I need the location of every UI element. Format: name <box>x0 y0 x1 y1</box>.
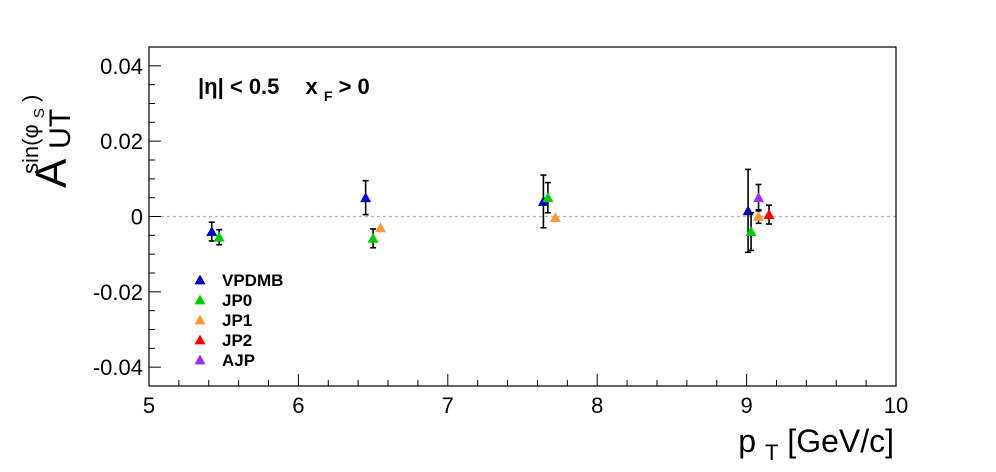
data-point-marker <box>763 209 775 220</box>
legend-marker <box>194 354 206 365</box>
data-points <box>206 168 775 254</box>
series-jp2 <box>763 204 775 225</box>
y-tick-label: -0.02 <box>93 280 143 305</box>
data-point-marker <box>375 222 387 233</box>
svg-text:A UT: A UT <box>27 109 77 188</box>
y-tick-label: 0 <box>131 205 143 230</box>
data-point-marker <box>745 226 757 236</box>
legend-label: VPDMB <box>222 271 283 290</box>
x-tick-label: 10 <box>884 393 908 418</box>
legend-label: JP2 <box>222 331 252 350</box>
annotation-eta: |η| < 0.5 <box>198 74 279 99</box>
y-axis-sup-close: ) <box>18 95 43 102</box>
x-axis-title-main: p <box>738 423 756 459</box>
y-tick-label: -0.04 <box>93 355 143 380</box>
x-tick-label: 5 <box>143 393 155 418</box>
legend-marker <box>194 294 206 305</box>
x-tick-label: 7 <box>442 393 454 418</box>
x-axis-title-rest: [GeV/c] <box>787 423 894 459</box>
data-point-marker <box>360 192 372 203</box>
x-axis-title-sub: T <box>765 440 778 465</box>
series-jp0 <box>213 181 757 252</box>
tick-labels: 5 6 7 8 9 10 -0.04 -0.02 0 0.02 0.04 <box>93 54 908 418</box>
y-axis-title-main: A <box>27 158 76 188</box>
x-tick-label: 9 <box>740 393 752 418</box>
data-point-marker <box>542 192 554 203</box>
series-ajp <box>753 183 765 212</box>
series-jp1 <box>375 208 765 233</box>
data-point-marker <box>549 212 561 223</box>
legend-label: AJP <box>222 351 255 370</box>
y-axis-sup-sub: S <box>31 108 48 118</box>
axis-ticks <box>148 46 897 387</box>
x-tick-label: 6 <box>292 393 304 418</box>
legend-marker <box>194 314 206 325</box>
legend-marker <box>194 334 206 345</box>
y-axis-sup-main: sin(φ <box>18 124 43 174</box>
annotation: |η| < 0.5 x F > 0 <box>198 74 370 106</box>
data-point-marker <box>753 192 765 203</box>
legend-marker <box>194 274 206 285</box>
y-axis-title-sub: UT <box>44 109 77 149</box>
x-axis-title: p T [GeV/c] <box>738 423 894 467</box>
annotation-xf-rest: > 0 <box>339 74 370 99</box>
data-point-marker <box>213 231 225 242</box>
data-point-marker <box>367 232 379 243</box>
data-point-marker <box>753 211 765 221</box>
annotation-xf-main: x <box>306 74 319 99</box>
legend-label: JP1 <box>222 311 252 330</box>
legend-label: JP0 <box>222 291 252 310</box>
y-tick-label: 0.04 <box>100 54 143 79</box>
data-point-marker <box>206 226 218 236</box>
y-axis-title: A UT sin(φ S ) <box>18 95 77 188</box>
x-tick-label: 8 <box>591 393 603 418</box>
y-axis-superscript: sin(φ S ) <box>18 95 49 174</box>
annotation-xf-sub: F <box>324 88 333 104</box>
y-tick-label: 0.02 <box>100 129 143 154</box>
